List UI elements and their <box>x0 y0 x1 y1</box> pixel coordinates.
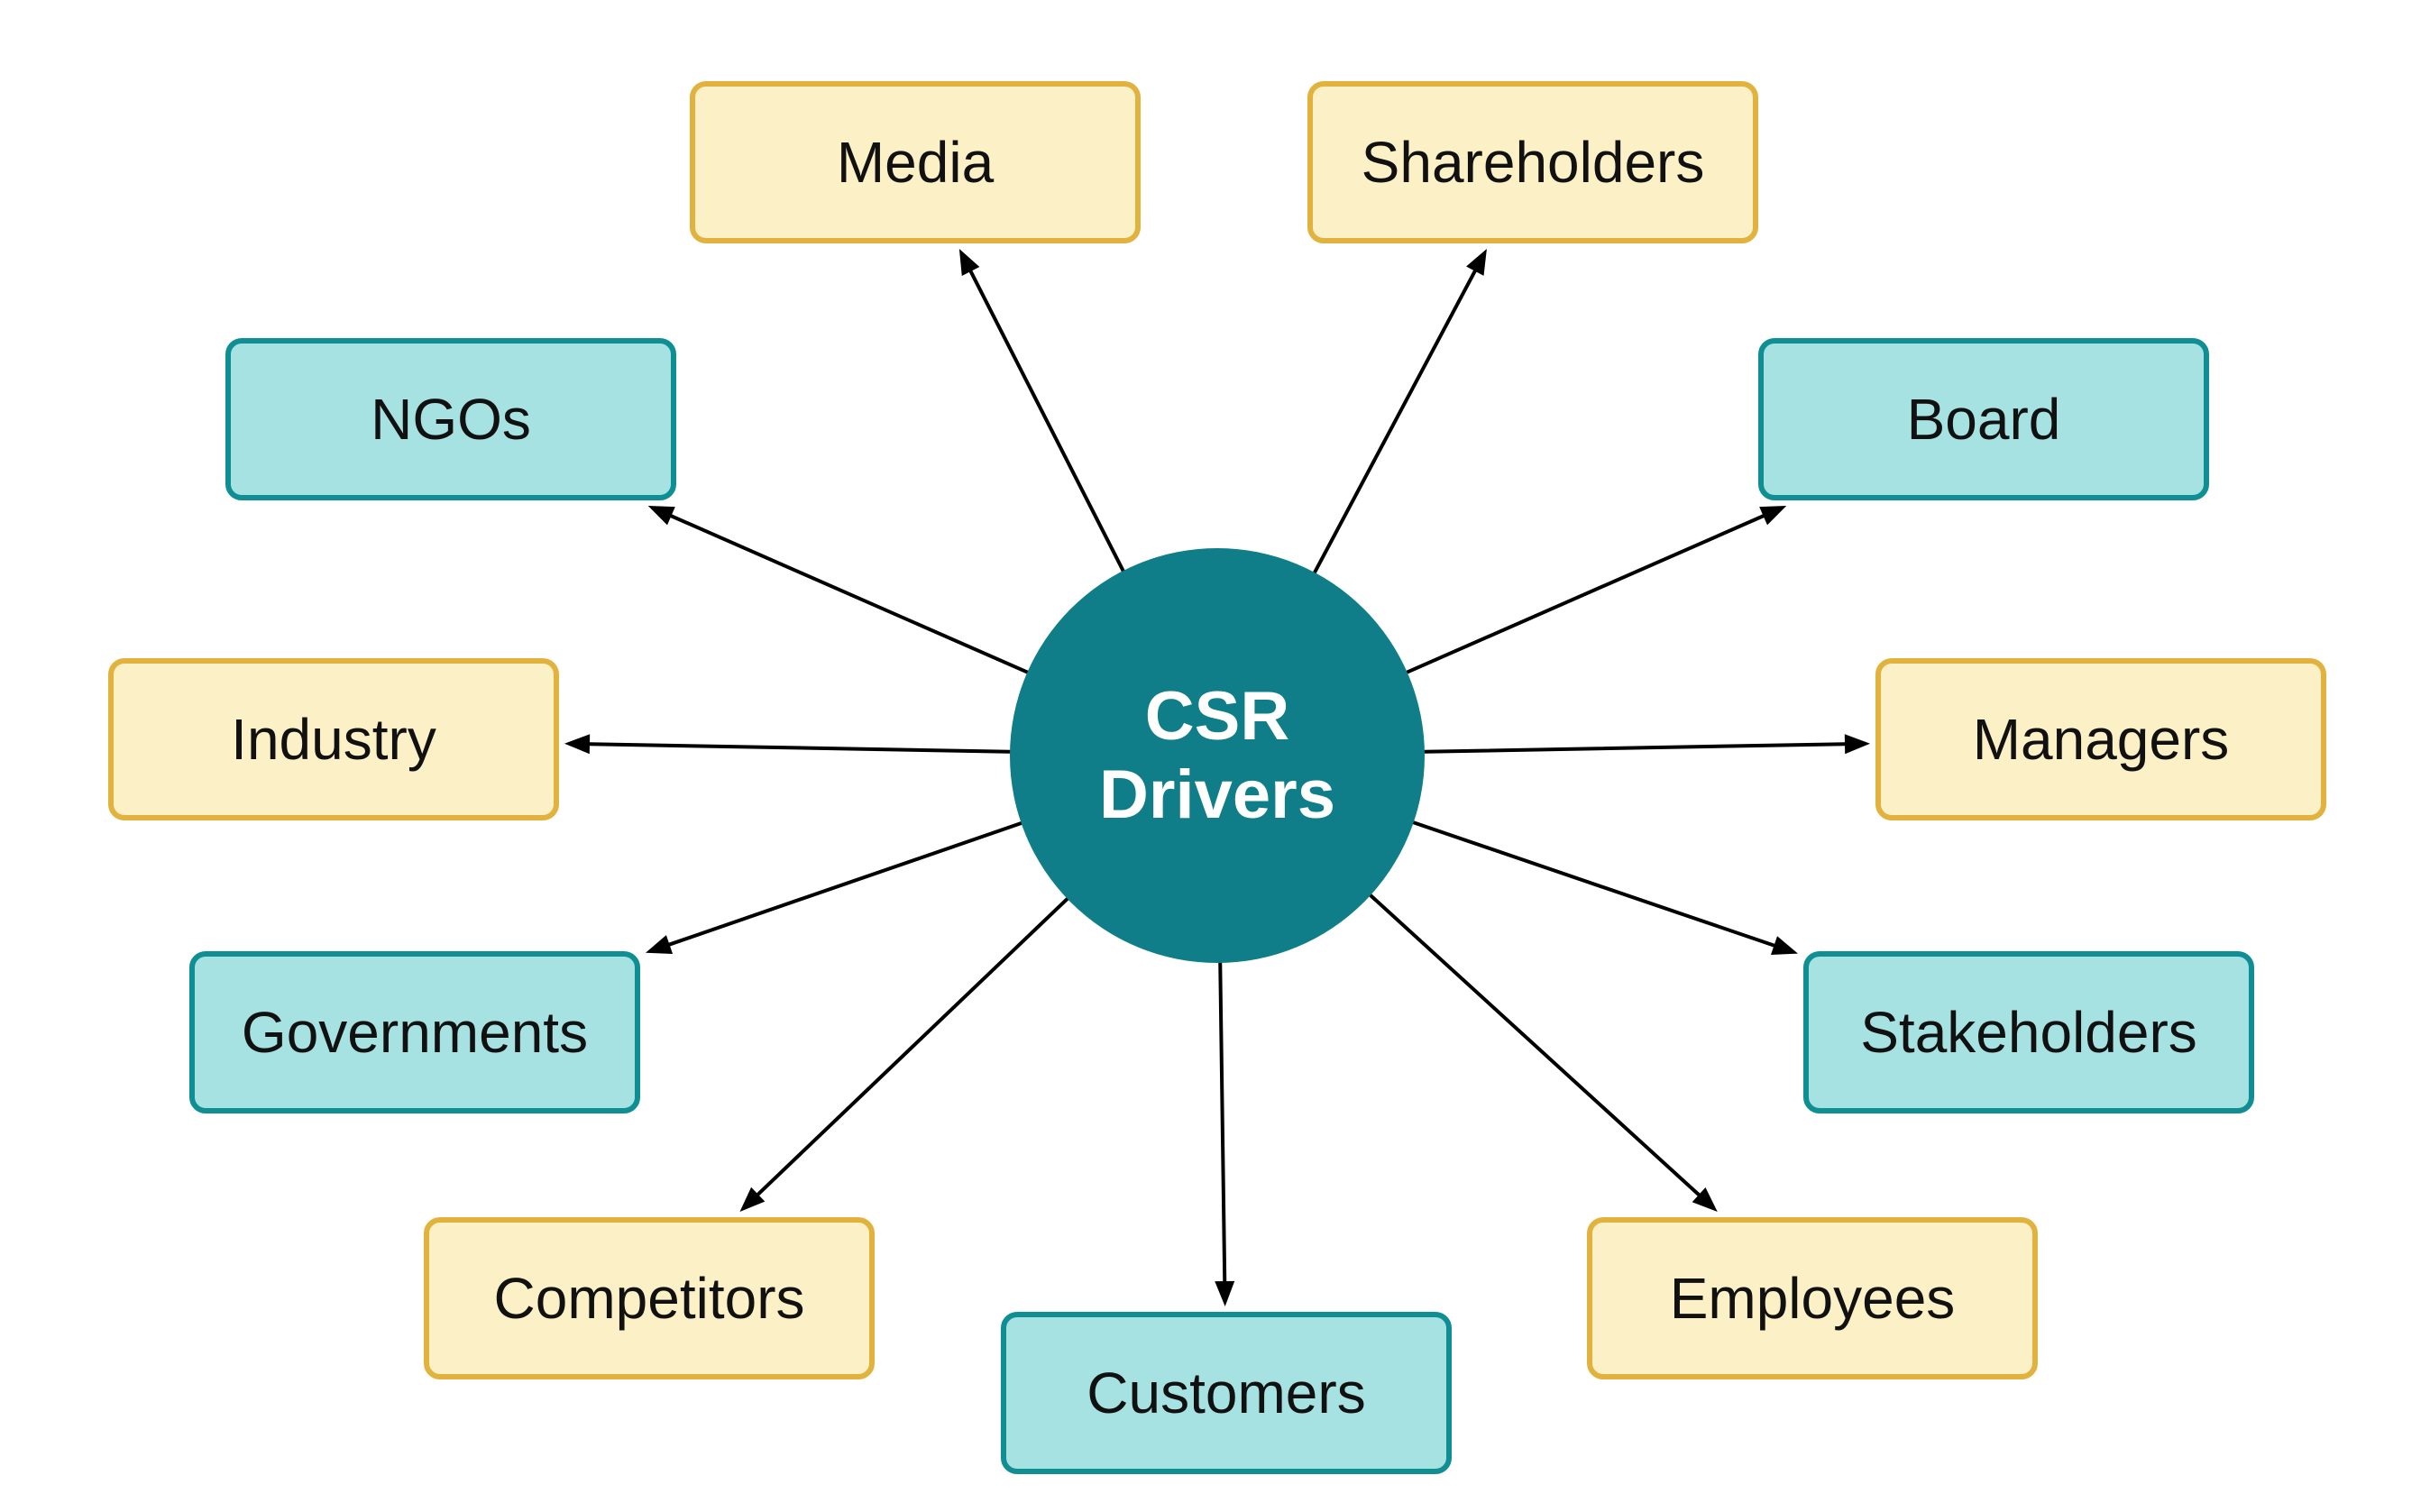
node-competitors: Competitors <box>424 1217 875 1379</box>
node-label: Board <box>1907 386 2061 453</box>
node-label: Shareholders <box>1362 129 1705 196</box>
node-label: NGOs <box>371 386 531 453</box>
node-media: Media <box>690 81 1141 243</box>
node-label: Competitors <box>494 1265 805 1332</box>
node-ngos: NGOs <box>225 338 676 500</box>
node-managers: Managers <box>1875 658 2326 820</box>
center-node: CSR Drivers <box>1010 548 1425 963</box>
node-board: Board <box>1758 338 2209 500</box>
node-label: Industry <box>231 706 436 773</box>
node-label: Managers <box>1973 706 2230 773</box>
node-governments: Governments <box>189 951 640 1113</box>
node-label: Stakeholders <box>1860 999 2197 1066</box>
node-label: Customers <box>1087 1360 1365 1426</box>
node-industry: Industry <box>108 658 559 820</box>
node-shareholders: Shareholders <box>1307 81 1758 243</box>
diagram-canvas: CSR Drivers Media Shareholders NGOs Board In… <box>0 0 2430 1512</box>
node-label: Employees <box>1670 1265 1956 1332</box>
node-label: Media <box>837 129 994 196</box>
node-label: Governments <box>242 999 588 1066</box>
node-employees: Employees <box>1587 1217 2038 1379</box>
node-stakeholders: Stakeholders <box>1803 951 2254 1113</box>
node-customers: Customers <box>1001 1312 1452 1474</box>
center-label: CSR Drivers <box>1099 677 1335 835</box>
